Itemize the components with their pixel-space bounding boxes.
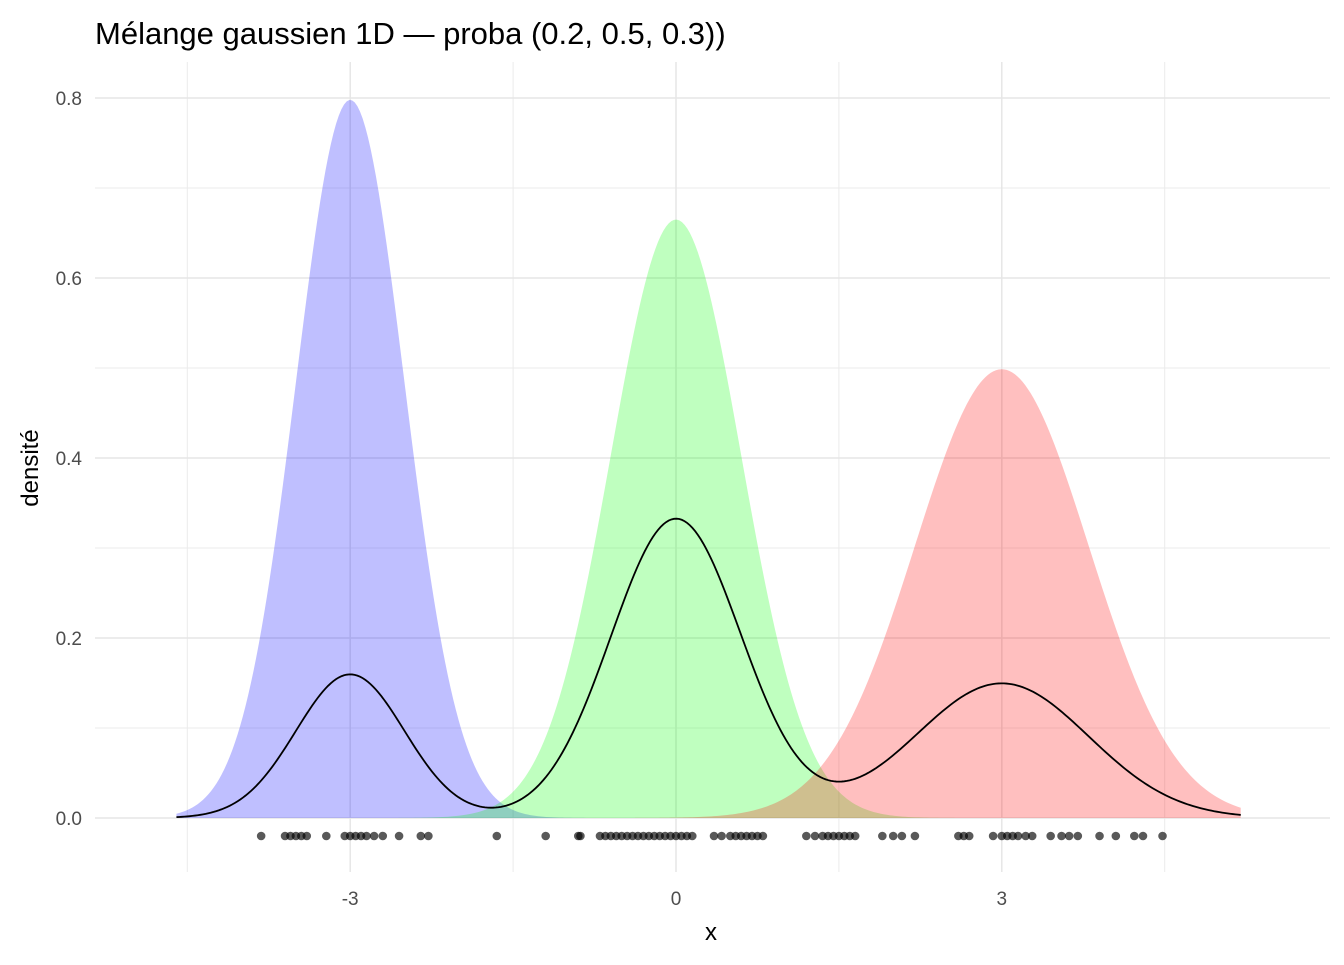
sample-point (1138, 831, 1148, 841)
sample-point (910, 831, 920, 841)
sample-point (1021, 831, 1030, 841)
sample-point (1111, 831, 1121, 841)
sample-point (302, 831, 312, 841)
sample-point (964, 831, 974, 841)
sample-point (541, 831, 550, 841)
sample-point (1057, 831, 1066, 841)
sample-point (1129, 831, 1139, 841)
chart-title: Mélange gaussien 1D — proba (0.2, 0.5, 0… (95, 16, 726, 51)
component-density-fills (176, 99, 1241, 819)
sample-point (810, 831, 820, 841)
sample-point (576, 831, 585, 841)
sample-point (1073, 831, 1083, 841)
sample-point (1013, 831, 1023, 841)
sample-point (758, 831, 768, 841)
sample-point (988, 831, 998, 841)
sample-point (897, 831, 907, 841)
tick-labels: -3 0 3 0.0 0.2 0.4 0.6 0.8 (56, 89, 1008, 910)
x-tick-label: -3 (342, 889, 359, 910)
sample-points (256, 831, 1167, 841)
x-axis-label: x (705, 919, 717, 946)
sample-point (322, 831, 331, 841)
sample-point (1095, 831, 1104, 841)
sample-point (1027, 831, 1037, 841)
sample-point (687, 831, 697, 841)
sample-point (1158, 831, 1167, 841)
x-tick-label: 0 (671, 889, 682, 910)
y-tick-label: 0.8 (56, 89, 82, 110)
sample-point (717, 831, 726, 841)
sample-point (362, 831, 371, 841)
component-density-area-3 (176, 369, 1241, 818)
sample-point (378, 831, 388, 841)
sample-point (424, 831, 433, 841)
grid (95, 62, 1330, 872)
sample-point (709, 831, 719, 841)
sample-point (256, 831, 266, 841)
y-tick-label: 0.0 (56, 809, 82, 830)
y-tick-label: 0.2 (56, 629, 82, 650)
sample-point (888, 831, 898, 841)
sample-point (1064, 831, 1074, 841)
sample-point (369, 831, 379, 841)
sample-point (416, 831, 426, 841)
sample-point (492, 831, 502, 841)
sample-point (394, 831, 404, 841)
y-tick-label: 0.6 (56, 269, 82, 290)
sample-point (878, 831, 887, 841)
sample-point (1046, 831, 1055, 841)
sample-point (802, 831, 811, 841)
y-axis-label: densité (17, 429, 44, 506)
x-tick-label: 3 (997, 889, 1008, 910)
mixture-density-curve (176, 517, 1241, 819)
y-tick-label: 0.4 (56, 449, 83, 470)
sample-point (850, 831, 860, 841)
component-density-area-2 (176, 219, 1241, 818)
mixture-density-line (176, 517, 1241, 819)
component-density-area-1 (176, 99, 1241, 819)
